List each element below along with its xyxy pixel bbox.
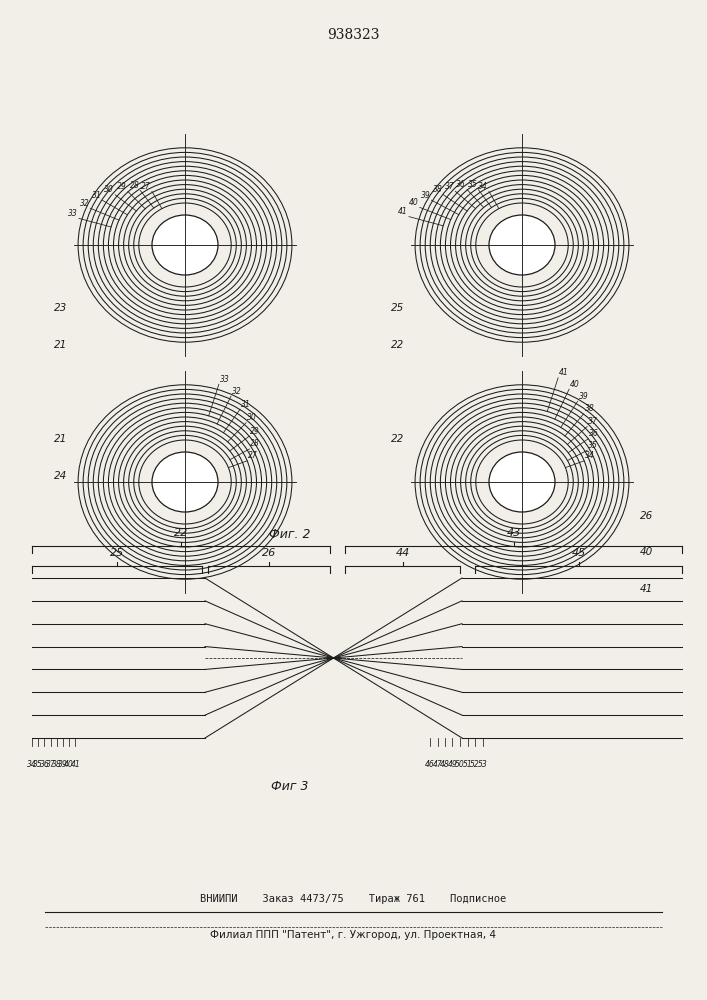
- Text: 39: 39: [421, 191, 431, 200]
- Text: 34: 34: [27, 760, 37, 769]
- Text: 25: 25: [391, 303, 404, 313]
- Text: 26: 26: [640, 511, 653, 521]
- Text: 35: 35: [588, 441, 598, 450]
- Text: 35: 35: [33, 760, 43, 769]
- Text: 38: 38: [52, 760, 62, 769]
- Text: 28: 28: [129, 181, 139, 190]
- Text: 34: 34: [585, 451, 595, 460]
- Text: 53: 53: [478, 760, 487, 769]
- Text: 21: 21: [54, 340, 67, 350]
- Text: 38: 38: [585, 404, 595, 413]
- Text: 28: 28: [250, 439, 260, 448]
- Text: 44: 44: [395, 548, 409, 558]
- Text: 938323: 938323: [327, 28, 380, 42]
- Text: 45: 45: [571, 548, 585, 558]
- Text: 41: 41: [559, 368, 569, 377]
- Text: 27: 27: [248, 451, 258, 460]
- Text: Фиг 3: Фиг 3: [271, 780, 309, 793]
- Text: 25: 25: [110, 548, 124, 558]
- Text: 39: 39: [578, 392, 588, 401]
- Text: 47: 47: [433, 760, 443, 769]
- Text: 29: 29: [250, 427, 260, 436]
- Text: ВНИИПИ    Заказ 4473/75    Тираж 761    Подписное: ВНИИПИ Заказ 4473/75 Тираж 761 Подписное: [200, 894, 507, 904]
- Text: 36: 36: [589, 429, 599, 438]
- Text: 48: 48: [440, 760, 450, 769]
- Text: 33: 33: [69, 209, 78, 218]
- Text: 32: 32: [80, 199, 89, 208]
- Text: 49: 49: [448, 760, 457, 769]
- Text: 50: 50: [455, 760, 465, 769]
- Text: 41: 41: [71, 760, 81, 769]
- Text: 34: 34: [478, 182, 488, 191]
- Text: 30: 30: [105, 185, 115, 194]
- Text: 21: 21: [54, 434, 67, 444]
- Text: 31: 31: [241, 400, 251, 409]
- Text: 27: 27: [141, 182, 151, 191]
- Text: 22: 22: [391, 340, 404, 350]
- Text: 37: 37: [46, 760, 55, 769]
- Text: 36: 36: [40, 760, 49, 769]
- Text: 40: 40: [640, 547, 653, 557]
- Text: 31: 31: [92, 191, 102, 200]
- Text: 41: 41: [640, 584, 653, 594]
- Text: 33: 33: [220, 375, 230, 384]
- Text: 39: 39: [58, 760, 68, 769]
- Text: 37: 37: [588, 417, 598, 426]
- Text: 41: 41: [398, 207, 408, 216]
- Text: Фиг. 2: Фиг. 2: [269, 528, 311, 541]
- Text: 40: 40: [570, 380, 580, 389]
- Text: 35: 35: [467, 180, 477, 189]
- Text: 24: 24: [54, 471, 67, 481]
- Text: 26: 26: [262, 548, 276, 558]
- Text: 37: 37: [445, 182, 455, 191]
- Text: Филиал ППП "Патент", г. Ужгород, ул. Проектная, 4: Филиал ППП "Патент", г. Ужгород, ул. Про…: [211, 930, 496, 940]
- Text: 51: 51: [462, 760, 472, 769]
- Text: 52: 52: [470, 760, 480, 769]
- Ellipse shape: [152, 452, 218, 512]
- Text: 40: 40: [409, 198, 419, 207]
- Text: 38: 38: [433, 185, 443, 194]
- Text: 30: 30: [247, 413, 257, 422]
- Text: 43: 43: [506, 528, 520, 538]
- Ellipse shape: [152, 215, 218, 275]
- Text: 36: 36: [456, 180, 466, 189]
- Text: 32: 32: [232, 387, 242, 396]
- Text: 29: 29: [117, 182, 127, 191]
- Ellipse shape: [489, 215, 555, 275]
- Text: 46: 46: [425, 760, 435, 769]
- Ellipse shape: [489, 452, 555, 512]
- Text: 23: 23: [54, 303, 67, 313]
- Text: 40: 40: [64, 760, 74, 769]
- Text: 22: 22: [391, 434, 404, 444]
- Text: 22: 22: [174, 528, 188, 538]
